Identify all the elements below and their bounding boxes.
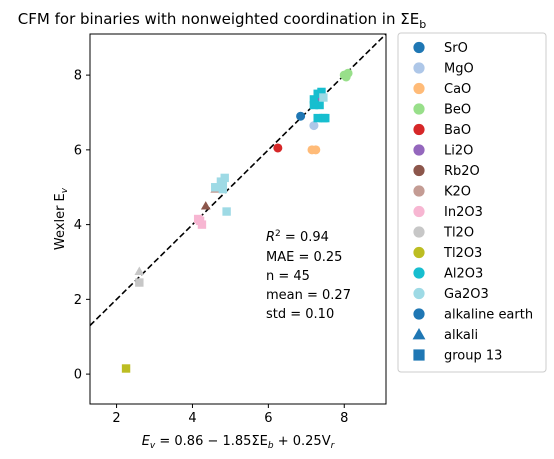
legend-marker — [413, 308, 425, 320]
legend-label: alkaline earth — [444, 308, 533, 323]
legend-marker — [413, 287, 425, 300]
data-point-sro — [296, 111, 306, 121]
data-point-tl2o3 — [121, 364, 131, 373]
stat-mae: MAE = 0.25 — [266, 250, 342, 265]
legend-label: K2O — [444, 185, 471, 200]
data-point-mgo — [309, 121, 319, 131]
legend-item: MgO — [413, 62, 474, 77]
legend-label: In2O3 — [444, 205, 483, 220]
legend-marker — [413, 205, 425, 218]
data-point-ga2o3 — [319, 93, 328, 102]
legend-item: BeO — [413, 103, 471, 118]
legend-item: Li2O — [413, 144, 473, 159]
y-axis-label: Wexler Ev — [53, 187, 70, 250]
legend-label: Tl2O — [443, 226, 474, 241]
data-point-extra-tl2o — [135, 278, 144, 287]
y-tick-label: 6 — [74, 143, 82, 158]
data-point-extra-ga2o3 — [216, 177, 226, 186]
legend-marker — [413, 226, 425, 238]
legend-label: BaO — [444, 123, 471, 138]
legend-label: alkali — [444, 328, 478, 343]
data-point-al2o3 — [315, 100, 324, 110]
data-point-al2o3 — [317, 87, 326, 97]
legend-item: Al2O3 — [413, 267, 483, 282]
legend-label: Ga2O3 — [444, 287, 489, 302]
legend: SrO MgO CaO BeO BaO Li2O Rb2O K2O In2O3 Tl2O Tl2O3… — [397, 32, 547, 373]
plot-area: 2 4 6 8 0 2 4 6 8 — [74, 33, 387, 426]
legend-item: SrO — [413, 41, 468, 56]
stats-box: R2 = 0.94 MAE = 0.25 n = 45 mean = 0.27 … — [266, 229, 351, 322]
data-point-ga2o3 — [211, 183, 220, 192]
data-point-al2o3 — [309, 100, 319, 110]
legend-marker — [412, 328, 426, 340]
legend-label: MgO — [444, 62, 474, 77]
data-point-in2o3 — [195, 216, 205, 226]
legend-label: group 13 — [444, 349, 502, 364]
legend-marker — [413, 123, 425, 136]
legend-marker — [413, 164, 425, 177]
legend-item: Tl2O3 — [413, 246, 482, 261]
legend-item: alkali — [412, 328, 478, 343]
legend-item: BaO — [413, 123, 471, 138]
legend-marker — [413, 82, 425, 95]
legend-item: Rb2O — [413, 164, 480, 179]
data-point-tl2o — [134, 266, 145, 275]
legend-item: K2O — [413, 185, 471, 200]
data-point-cao — [311, 145, 321, 155]
legend-label: SrO — [444, 41, 468, 56]
stat-n: n = 45 — [266, 269, 310, 284]
stat-std: std = 0.10 — [266, 307, 334, 322]
x-tick-label: 2 — [112, 411, 120, 426]
legend-marker — [413, 41, 425, 54]
legend-marker — [413, 267, 425, 279]
legend-label: Tl2O3 — [443, 246, 482, 261]
data-point-beo — [339, 70, 349, 80]
x-tick-label: 4 — [188, 411, 196, 426]
legend-marker — [413, 144, 425, 156]
y-tick-label: 2 — [74, 293, 82, 308]
legend-marker — [413, 103, 425, 115]
stat-mean: mean = 0.27 — [266, 288, 351, 303]
legend-marker — [413, 62, 425, 74]
legend-label: Li2O — [444, 144, 473, 159]
data-point-al2o3 — [309, 95, 319, 104]
x-tick-label: 6 — [264, 411, 272, 426]
data-point-ga2o3 — [222, 207, 231, 216]
x-tick-label: 8 — [340, 411, 348, 426]
data-point-ga2o3 — [218, 184, 228, 194]
legend-item: CaO — [413, 82, 471, 97]
y-tick-label: 4 — [74, 218, 82, 233]
plot-frame — [89, 33, 387, 405]
data-point-al2o3 — [313, 113, 322, 123]
x-axis-label: Ev = 0.86 − 1.85ΣEb + 0.25Vr — [142, 434, 336, 451]
data-point-rb2o — [200, 201, 211, 210]
legend-item: group 13 — [413, 349, 502, 364]
legend-marker — [413, 185, 425, 197]
legend-marker — [413, 246, 425, 259]
legend-label: BeO — [444, 103, 471, 118]
legend-marker — [413, 349, 425, 361]
legend-label: Rb2O — [444, 164, 480, 179]
data-point-bao — [273, 143, 283, 153]
legend-item: In2O3 — [413, 205, 483, 220]
y-tick-label: 8 — [74, 69, 82, 84]
legend-frame — [397, 32, 547, 373]
stat-r2: R2 = 0.94 — [266, 229, 329, 245]
legend-item: Tl2O — [413, 226, 474, 241]
chart-title: CFM for binaries with nonweighted coordi… — [18, 10, 426, 31]
legend-label: CaO — [444, 82, 471, 97]
parity-line — [90, 34, 386, 327]
legend-item: Ga2O3 — [413, 287, 489, 302]
legend-item: alkaline earth — [413, 308, 533, 323]
legend-label: Al2O3 — [444, 267, 483, 282]
data-point-al2o3 — [321, 113, 330, 123]
y-tick-label: 0 — [74, 368, 82, 383]
